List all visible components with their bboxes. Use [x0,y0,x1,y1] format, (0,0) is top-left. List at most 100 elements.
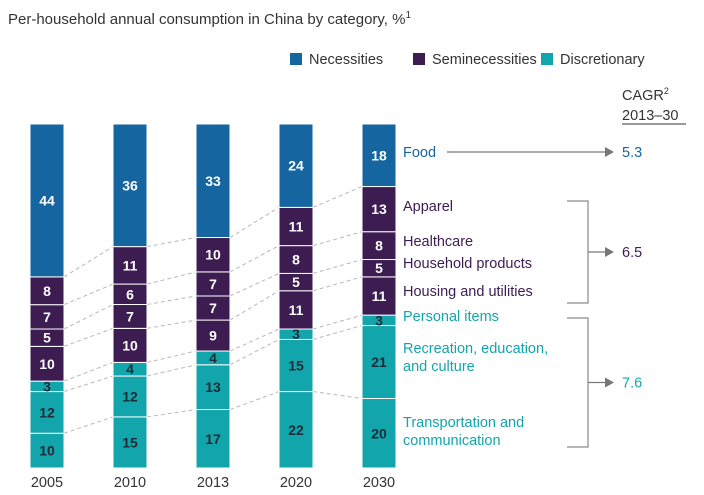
bar-2013: 17 13 4 9 7 7 10 33 [195,123,231,469]
data-label-healthcare: 6 [126,286,134,302]
connector-line [63,304,114,330]
data-label-personal-items: 4 [126,361,134,377]
connector-line [229,290,280,321]
data-label-transportation-and-communication: 15 [122,434,138,450]
bar-2010: 15 12 4 10 7 6 11 36 [112,123,148,469]
data-label-food: 36 [122,177,138,193]
connector-line [229,338,280,366]
connector-line [63,375,114,393]
data-label-personal-items: 4 [209,350,217,366]
data-label-apparel: 13 [371,201,387,217]
connector-line [63,327,114,347]
bar-segment-transportation-and-communication [195,409,231,469]
bars: 1012310578441512410761136171349771033221… [29,123,397,469]
data-label-healthcare: 8 [375,238,383,254]
bar-segment-healthcare [278,245,314,274]
bar-segment-transportation-and-communication [29,432,65,469]
bar-segment-recreation-education-and-culture [112,375,148,418]
cagr-header-period: 2013–30 [622,108,678,124]
data-label-housing-and-utilities: 9 [209,328,217,344]
connector-line [146,350,197,363]
category-annotations: Food Apparel Healthcare Household products H… [403,145,642,449]
connector-line [312,325,363,340]
connector-line [312,391,363,400]
data-label-recreation-education-and-culture: 15 [288,357,304,373]
bar-segment-recreation-education-and-culture [361,325,397,400]
discretionary-bracket [567,317,589,448]
cagr-header-label: CAGR2 [622,86,669,104]
bar-segment-food [278,123,314,208]
bar-segment-housing-and-utilities [112,327,148,363]
bar-segment-housing-and-utilities [195,319,231,352]
connector-line [146,409,197,418]
data-label-housing-and-utilities: 11 [372,288,387,304]
x-tick-label: 2030 [363,475,395,491]
connector-line [229,391,280,410]
data-label-household-products: 7 [209,300,217,316]
chart-title: Per-household annual consumption in Chin… [8,10,411,28]
cagr-header: CAGR2 2013–30 [622,86,686,125]
connector-line [229,272,280,297]
data-label-housing-and-utilities: 10 [122,337,138,353]
data-label-apparel: 10 [205,247,221,263]
food-arrow-head [605,147,614,157]
legend-swatch-necessities [290,53,302,65]
bar-segment-recreation-education-and-culture [195,364,231,411]
connector-line [63,246,114,278]
bar-segment-apparel [195,237,231,273]
connector-line [146,364,197,377]
category-label-household-products: Household products [403,256,532,272]
data-label-transportation-and-communication: 10 [39,443,55,459]
data-label-housing-and-utilities: 10 [39,356,55,372]
bar-segment-apparel [112,246,148,285]
data-label-recreation-education-and-culture: 13 [205,379,221,395]
bar-2005: 10 12 3 10 5 7 8 44 [29,123,65,469]
category-label-healthcare: Healthcare [403,234,473,250]
category-label-apparel: Apparel [403,199,453,215]
connector-line [63,283,114,306]
data-label-personal-items: 3 [43,378,51,394]
connector-line [229,245,280,273]
data-label-food: 18 [371,147,387,163]
data-label-recreation-education-and-culture: 21 [371,354,387,370]
data-label-transportation-and-communication: 22 [288,422,304,438]
data-label-recreation-education-and-culture: 12 [122,388,138,404]
bar-segment-apparel [278,206,314,247]
connector-line [312,259,363,274]
legend: Necessities Seminecessities Discretionary [290,52,645,68]
connector-line [229,328,280,352]
data-label-healthcare: 7 [43,309,51,325]
data-label-household-products: 5 [375,260,383,276]
data-label-healthcare: 7 [209,276,217,292]
data-label-transportation-and-communication: 17 [205,431,221,447]
cagr-value-seminecessities: 6.5 [622,245,642,261]
legend-swatch-discretionary [541,53,553,65]
data-label-apparel: 11 [123,257,138,273]
discretionary-arrow-head [605,377,614,388]
connector-line [146,237,197,248]
legend-label-seminecessities: Seminecessities [432,52,537,68]
data-label-personal-items: 3 [292,326,300,342]
category-label-personal-items: Personal items [403,309,499,325]
bar-segment-housing-and-utilities [361,276,397,316]
category-label-food: Food [403,145,436,161]
category-label-transportation-and-communication: Transportation and communication [403,415,524,449]
category-label-housing-and-utilities: Housing and utilities [403,284,533,300]
x-tick-label: 2013 [197,475,229,491]
data-label-apparel: 8 [43,283,51,299]
connector-line [146,271,197,285]
category-label-recreation-education-and-culture: Recreation, education, and culture [403,341,548,375]
x-tick-label: 2020 [280,475,312,491]
data-label-personal-items: 3 [375,312,383,328]
connector-line [63,361,114,382]
bar-segment-food [361,123,397,188]
data-label-food: 44 [39,192,55,208]
bar-2030: 20 21 3 11 5 8 13 18 [361,123,397,469]
connector-line [312,276,363,292]
bar-segment-recreation-education-and-culture [29,391,65,434]
cagr-value-necessities: 5.3 [622,145,642,161]
bar-segment-transportation-and-communication [112,416,148,469]
connector-line [312,231,363,247]
connector-line [312,186,363,208]
